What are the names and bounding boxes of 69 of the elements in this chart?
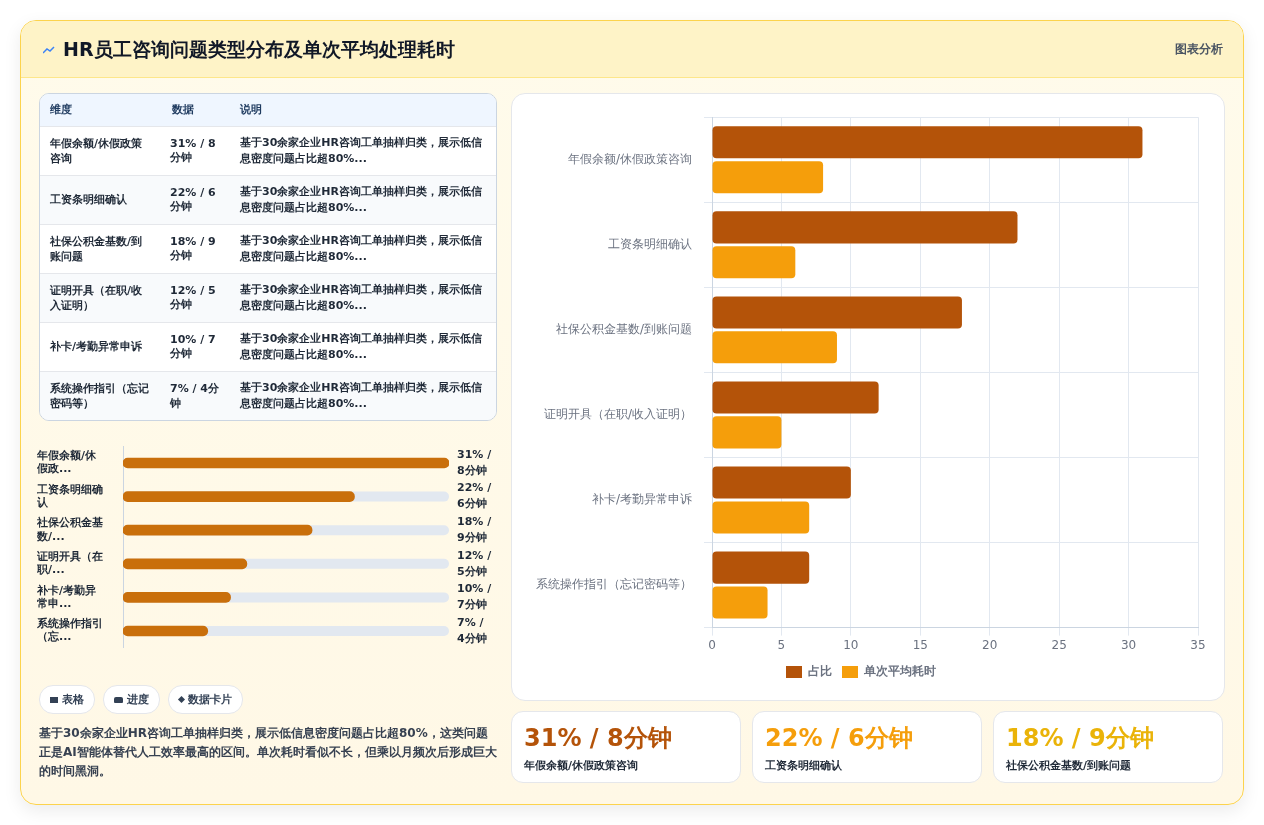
- y-tick-label: 工资条明细确认: [608, 236, 692, 251]
- bar: [712, 126, 1143, 159]
- text: 10% / 7分钟: [457, 582, 493, 612]
- bar: [712, 416, 782, 449]
- text: 12% / 5分钟: [457, 548, 493, 578]
- bar: [712, 161, 824, 194]
- category-label: 补卡/考勤异常申诉: [49, 339, 144, 355]
- text: 31% / 8分钟: [457, 447, 493, 477]
- bar: [712, 246, 796, 279]
- text: 22% / 6分钟: [765, 723, 914, 754]
- bar: [712, 331, 837, 364]
- bar: [712, 501, 810, 534]
- bar: [712, 586, 768, 619]
- x-tick-label: 35: [1190, 637, 1206, 652]
- category-label: 社保公积金基数/到账问题: [1006, 758, 1133, 773]
- y-tick-label: 工资条明细确认: [36, 482, 103, 510]
- text: 说明: [239, 102, 263, 119]
- x-tick-label: 10: [843, 637, 859, 652]
- y-tick-label: 社保公积金基数/...: [36, 516, 103, 543]
- y-tick-label: 证明开具（在职/...: [36, 550, 103, 577]
- text: 12% / 5分钟: [169, 282, 217, 313]
- text: 31% / 8分钟: [169, 135, 217, 166]
- y-tick-label: 证明开具（在职/收入证明）: [543, 407, 692, 422]
- text: 表格: [39, 685, 95, 714]
- text: 18% / 9分钟: [1006, 723, 1155, 754]
- text: 22% / 6分钟: [457, 481, 493, 511]
- y-tick-label: 系统操作指引（忘记密码等）: [536, 577, 692, 592]
- text: 7% / 4分钟: [457, 615, 487, 645]
- x-tick-label: 20: [982, 637, 998, 652]
- x-tick-label: 5: [777, 637, 786, 652]
- text: 基于30余家企业HR咨询工单抽样归类，展示低信息密度问题占比超80%...: [239, 281, 483, 314]
- y-tick-label: 系统操作指引（忘...: [36, 617, 103, 644]
- text: 基于30余家企业HR咨询工单抽样归类，展示低信息密度问题占比超80%...: [239, 330, 483, 363]
- text: 数据: [171, 102, 195, 119]
- x-tick-label: 30: [1120, 637, 1137, 652]
- x-tick-label: 0: [708, 637, 716, 652]
- x-tick-label: 15: [912, 637, 928, 652]
- text: 图表分析: [1175, 41, 1223, 58]
- text: 18% / 9分钟: [457, 515, 493, 545]
- text: 18% / 9分钟: [169, 233, 217, 264]
- text: HR员工咨询问题类型分布及单次平均处理耗时: [63, 37, 455, 62]
- legend-label: 占比: [808, 664, 832, 679]
- y-tick-label: 补卡/考勤异常申...: [36, 583, 97, 610]
- category-label: 工资条明细确认: [765, 758, 843, 773]
- text: 维度: [49, 102, 73, 119]
- text: 10% / 7分钟: [169, 331, 217, 362]
- category-label: 工资条明细确认: [49, 192, 128, 208]
- text: 31% / 8分钟: [524, 723, 673, 754]
- y-tick-label: 补卡/考勤异常申诉: [591, 492, 692, 507]
- text: 基于30余家企业HR咨询工单抽样归类，展示低信息密度问题占比超80%...: [239, 134, 483, 167]
- text: 数据卡片: [168, 685, 243, 714]
- text: 22% / 6分钟: [169, 184, 217, 215]
- text: 基于30余家企业HR咨询工单抽样归类，展示低信息密度问题占比超80%...: [239, 379, 483, 412]
- x-tick-label: 25: [1051, 637, 1067, 652]
- text: 基于30余家企业HR咨询工单抽样归类，展示低信息密度问题占比超80%...: [239, 183, 483, 216]
- text: 基于30余家企业HR咨询工单抽样归类，展示低信息密度问题占比超80%...: [239, 232, 483, 265]
- category-label: 年假余额/休假政策咨询: [524, 758, 640, 773]
- text: 进度: [103, 685, 160, 714]
- text: 7% / 4分钟: [168, 380, 220, 412]
- legend-label: 单次平均耗时: [863, 664, 936, 679]
- bar: [712, 466, 851, 499]
- bar: [712, 551, 810, 584]
- text: 基于30余家企业HR咨询工单抽样归类，展示低信息密度问题占比超80%，这类问题正是AI智能体替代人工效率最高的区间。单次耗时看似不长，但乘以月频次后形成巨大的时间黑洞。: [39, 725, 498, 780]
- bar: [712, 211, 1018, 244]
- y-tick-label: 年假余额/休假政策咨询: [567, 151, 692, 166]
- bar: [712, 296, 962, 329]
- y-tick-label: 社保公积金基数/到账问题: [555, 321, 692, 336]
- bar: [712, 381, 879, 414]
- y-tick-label: 年假余额/休假政...: [36, 449, 98, 476]
